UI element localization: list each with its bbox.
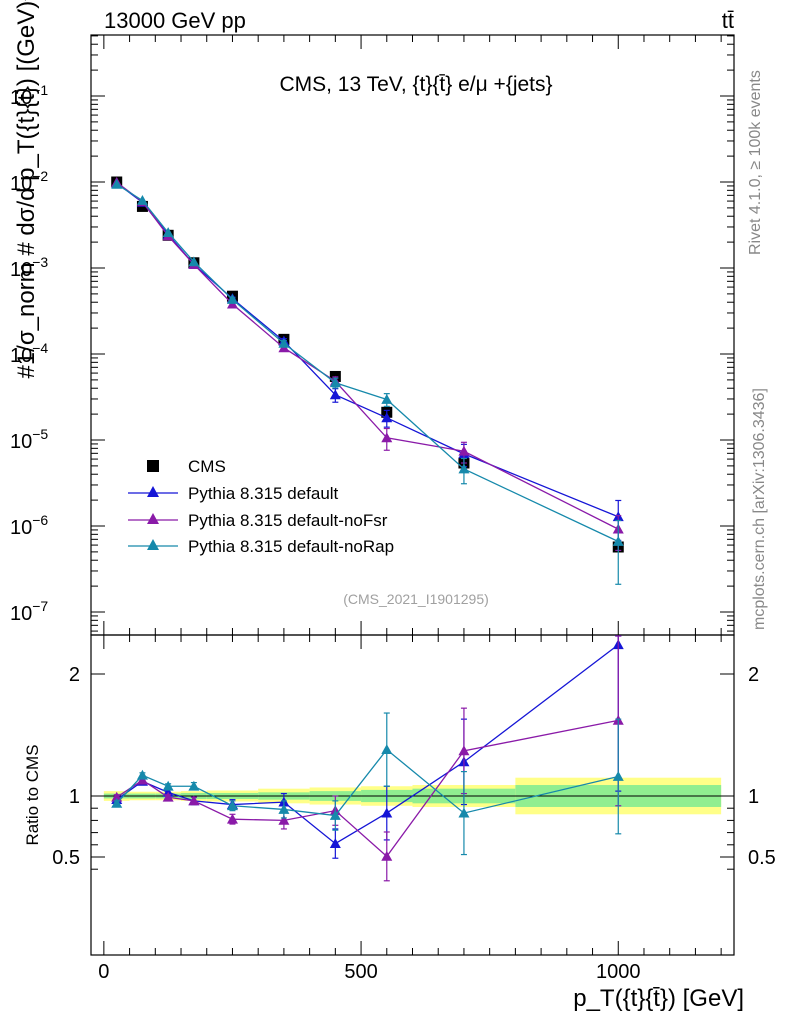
point-pythia-8-315-default-norap xyxy=(111,178,123,189)
ratio-point-pythia-8-315-default-nofsr xyxy=(458,745,470,756)
ratio-line-pythia-8-315-default-norap xyxy=(116,748,619,817)
series-line-pythia-8-315-default-nofsr xyxy=(116,181,619,530)
x-tick-labels: 0 500 1000 xyxy=(98,961,640,983)
ratio-point-pythia-8-315-default-norap xyxy=(381,744,393,755)
ytick-1e-4: 10−4 xyxy=(10,340,48,367)
ratio-ytick-label-left: 1 xyxy=(69,786,80,808)
ratio-series-layer xyxy=(111,635,624,882)
ratio-ytick-label-right: 0.5 xyxy=(748,847,776,869)
ratio-point-pythia-8-315-default-norap xyxy=(612,770,624,781)
point-pythia-8-315-default-norap xyxy=(278,337,290,348)
main-axis-ticks xyxy=(91,35,734,635)
point-pythia-8-315-default xyxy=(329,389,341,400)
legend-default-marker xyxy=(147,486,159,497)
ratio-point-pythia-8-315-default-nofsr xyxy=(381,850,393,861)
rivet-label: Rivet 4.1.0, ≥ 100k events xyxy=(747,70,764,255)
ratio-line-pythia-8-315-default-nofsr xyxy=(116,719,619,858)
point-pythia-8-315-default-nofsr xyxy=(458,445,470,456)
ratio-point-pythia-8-315-default xyxy=(329,838,341,848)
ratio-line-pythia-8-315-default xyxy=(116,644,619,845)
ratio-point-pythia-8-315-default-norap xyxy=(188,780,200,791)
ratio-point-pythia-8-315-default-nofsr xyxy=(111,791,123,802)
ratio-point-pythia-8-315-default xyxy=(381,807,393,818)
ratio-point-pythia-8-315-default-norap xyxy=(278,803,290,814)
chart-title: CMS, 13 TeV, {t}{t̄} e/μ +{jets} xyxy=(279,73,552,96)
x-tick-label: 500 xyxy=(344,961,377,983)
ratio-point-pythia-8-315-default-norap xyxy=(329,810,341,820)
legend-norap-label: Pythia 8.315 default-noRap xyxy=(188,537,394,556)
ratio-y-tick-labels: 0.5 0.5 1 1 2 2 xyxy=(52,664,776,869)
ratio-point-pythia-8-315-default-nofsr xyxy=(278,814,290,825)
x-tick-label: 0 xyxy=(98,961,109,983)
point-pythia-8-315-default xyxy=(381,412,393,423)
legend-default-label: Pythia 8.315 default xyxy=(188,484,339,503)
ratio-ytick-label-right: 1 xyxy=(748,786,759,808)
ratio-ytick-label-left: 0.5 xyxy=(52,847,80,869)
ratio-point-pythia-8-315-default-norap xyxy=(162,780,174,791)
x-tick-label: 1000 xyxy=(596,961,641,983)
ratio-point-pythia-8-315-default-nofsr xyxy=(188,795,200,806)
legend-nofsr-marker xyxy=(147,513,159,524)
main-y-axis-label: #1/σ_norm # dσ/d p_T({t}{t̄}) [(GeV)^-1] xyxy=(13,0,40,379)
point-pythia-8-315-default-norap xyxy=(162,227,174,238)
legend-item-norap: Pythia 8.315 default-noRap xyxy=(128,537,394,556)
point-pythia-8-315-default-norap xyxy=(188,256,200,267)
point-pythia-8-315-default-nofsr xyxy=(381,432,393,443)
mcplots-label: mcplots.cern.ch [arXiv:1306.3436] xyxy=(751,388,768,630)
ratio-point-pythia-8-315-default-norap xyxy=(226,800,238,811)
ratio-point-pythia-8-315-default-nofsr xyxy=(162,791,174,802)
ytick-1e-7: 10−7 xyxy=(10,598,48,625)
ytick-1e-1: 10−1 xyxy=(10,82,48,109)
legend-cms-label: CMS xyxy=(188,457,226,476)
series-line-pythia-8-315-default-norap xyxy=(116,183,619,543)
ratio-axis-ticks xyxy=(91,635,734,955)
beam-label: 13000 GeV pp xyxy=(104,8,246,33)
legend: CMS Pythia 8.315 default Pythia 8.315 de… xyxy=(128,457,394,556)
analysis-id: (CMS_2021_I1901295) xyxy=(343,591,489,607)
ratio-point-pythia-8-315-default-nofsr xyxy=(226,813,238,824)
legend-item-cms: CMS xyxy=(147,457,226,476)
ratio-ytick-label-right: 2 xyxy=(748,664,759,686)
ratio-point-pythia-8-315-default-norap xyxy=(458,807,470,818)
legend-norap-marker xyxy=(147,539,159,550)
ytick-1e-3: 10−3 xyxy=(10,254,48,281)
legend-item-default: Pythia 8.315 default xyxy=(128,484,339,503)
ratio-point-pythia-8-315-default-norap xyxy=(136,769,148,780)
ytick-1e-6: 10−6 xyxy=(10,512,48,539)
legend-nofsr-label: Pythia 8.315 default-noFsr xyxy=(188,511,388,530)
point-pythia-8-315-default-norap xyxy=(136,194,148,205)
legend-cms-marker xyxy=(147,460,159,472)
ratio-point-pythia-8-315-default-norap xyxy=(111,797,123,808)
ytick-1e-5: 10−5 xyxy=(10,426,48,453)
process-label: tt̄ xyxy=(722,8,734,33)
ratio-y-axis-label: Ratio to CMS xyxy=(23,744,42,845)
x-axis-label: p_T({t}{t̄}) [GeV] xyxy=(573,985,744,1012)
point-pythia-8-315-default-norap xyxy=(458,463,470,474)
main-series-layer xyxy=(111,176,624,585)
ratio-ytick-label-left: 2 xyxy=(69,664,80,686)
ytick-1e-2: 10−2 xyxy=(10,168,48,195)
main-y-tick-labels: 10−7 10−6 10−5 10−4 10−3 10−2 10−1 xyxy=(10,82,48,625)
point-pythia-8-315-default-norap xyxy=(329,377,341,388)
point-pythia-8-315-default-norap xyxy=(226,294,238,304)
point-pythia-8-315-default-norap xyxy=(612,536,624,546)
legend-item-nofsr: Pythia 8.315 default-noFsr xyxy=(128,511,388,530)
point-pythia-8-315-default-norap xyxy=(381,393,393,404)
